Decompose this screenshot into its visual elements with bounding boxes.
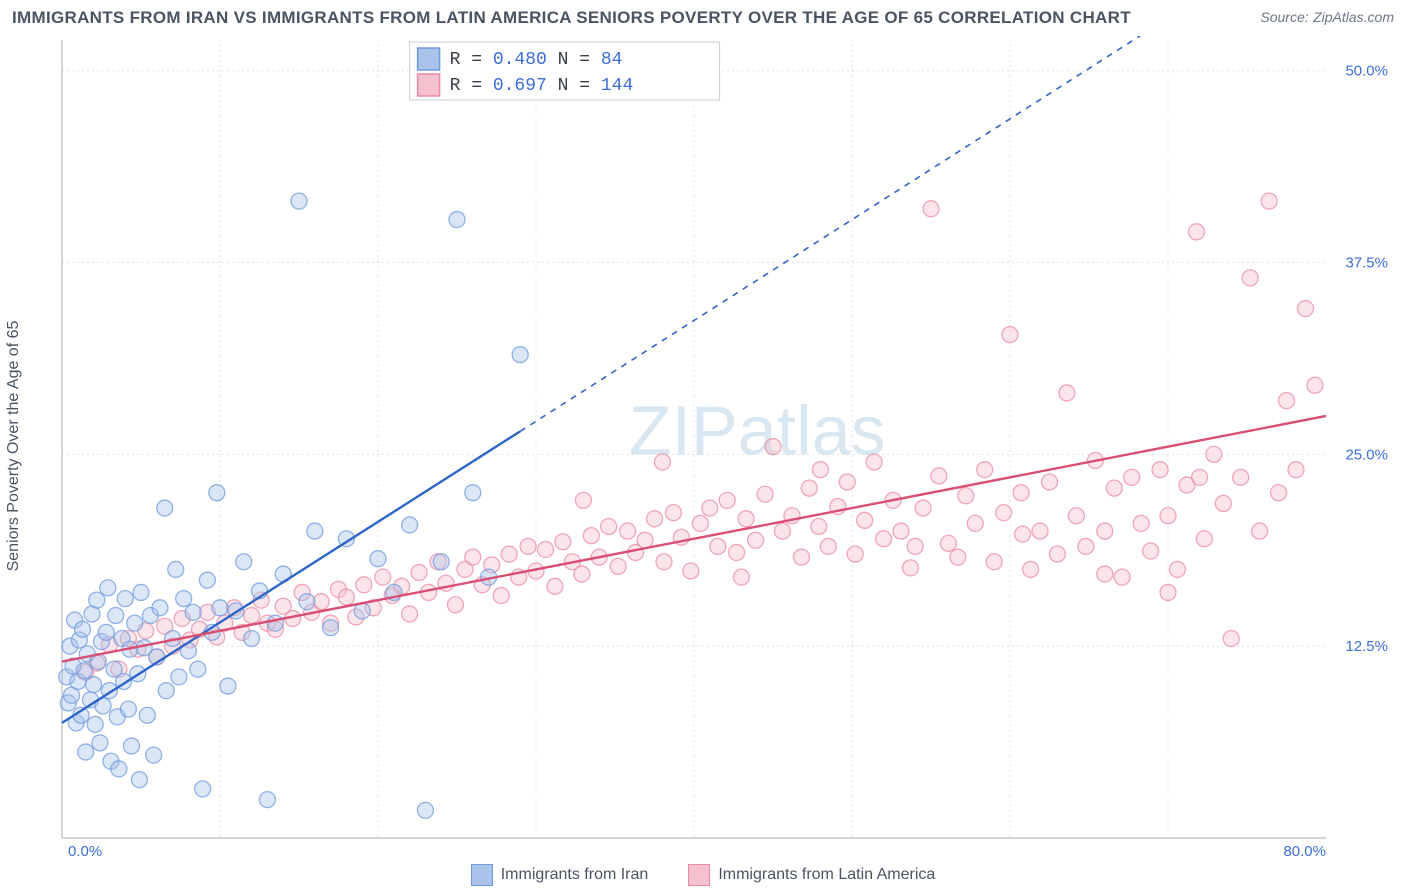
- source: Source: ZipAtlas.com: [1260, 9, 1394, 27]
- source-label: Source:: [1260, 9, 1308, 25]
- svg-text:80.0%: 80.0%: [1283, 843, 1326, 860]
- chart-area: 12.5%25.0%37.5%50.0%0.0%80.0%ZIPatlasR =…: [58, 36, 1394, 860]
- chart-title: IMMIGRANTS FROM IRAN VS IMMIGRANTS FROM …: [12, 8, 1131, 28]
- svg-text:0.0%: 0.0%: [68, 843, 102, 860]
- legend-item-iran: Immigrants from Iran: [471, 864, 649, 886]
- legend-label-latam: Immigrants from Latin America: [718, 866, 935, 884]
- svg-text:12.5%: 12.5%: [1345, 638, 1388, 655]
- bottom-legend: Immigrants from Iran Immigrants from Lat…: [0, 864, 1406, 886]
- svg-text:R = 0.480 N = 84: R = 0.480 N = 84: [450, 50, 623, 70]
- y-axis-label: Seniors Poverty Over the Age of 65: [5, 321, 23, 572]
- scatter-chart-svg: 12.5%25.0%37.5%50.0%0.0%80.0%ZIPatlasR =…: [58, 36, 1394, 860]
- svg-text:25.0%: 25.0%: [1345, 446, 1388, 463]
- svg-text:50.0%: 50.0%: [1345, 63, 1388, 80]
- svg-text:37.5%: 37.5%: [1345, 255, 1388, 272]
- legend-label-iran: Immigrants from Iran: [501, 866, 649, 884]
- square-icon: [688, 864, 710, 886]
- chart-header: IMMIGRANTS FROM IRAN VS IMMIGRANTS FROM …: [12, 8, 1394, 28]
- legend-item-latam: Immigrants from Latin America: [688, 864, 935, 886]
- source-value: ZipAtlas.com: [1313, 9, 1394, 25]
- square-icon: [471, 864, 493, 886]
- svg-text:R = 0.697 N = 144: R = 0.697 N = 144: [450, 76, 634, 96]
